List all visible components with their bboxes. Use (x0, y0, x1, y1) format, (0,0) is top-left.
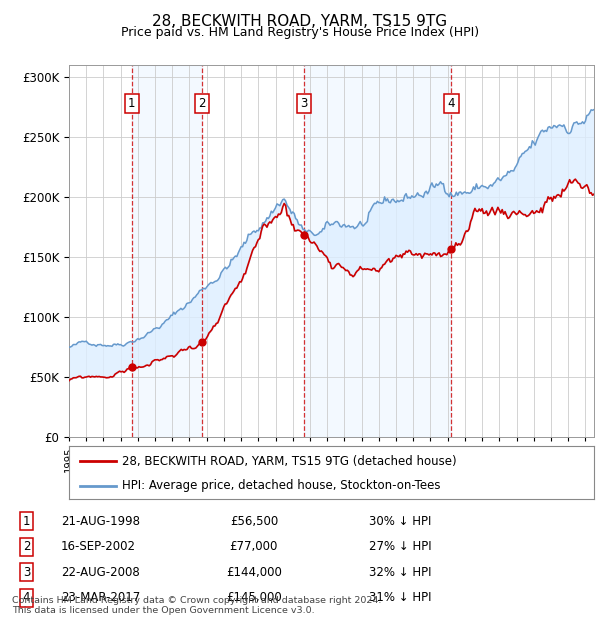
Text: £144,000: £144,000 (226, 566, 282, 579)
Text: 27% ↓ HPI: 27% ↓ HPI (369, 540, 432, 553)
Text: £77,000: £77,000 (230, 540, 278, 553)
Text: Price paid vs. HM Land Registry's House Price Index (HPI): Price paid vs. HM Land Registry's House … (121, 26, 479, 39)
Text: 1: 1 (128, 97, 136, 110)
Bar (131, 65, 202, 437)
Text: 32% ↓ HPI: 32% ↓ HPI (369, 566, 431, 579)
Text: 21-AUG-1998: 21-AUG-1998 (61, 515, 140, 528)
Bar (304, 65, 451, 437)
Text: 4: 4 (23, 591, 30, 604)
Text: £145,000: £145,000 (226, 591, 282, 604)
Text: Contains HM Land Registry data © Crown copyright and database right 2024.
This d: Contains HM Land Registry data © Crown c… (12, 596, 382, 615)
Text: 28, BECKWITH ROAD, YARM, TS15 9TG: 28, BECKWITH ROAD, YARM, TS15 9TG (152, 14, 448, 29)
Text: 30% ↓ HPI: 30% ↓ HPI (369, 515, 431, 528)
Text: £56,500: £56,500 (230, 515, 278, 528)
Text: 3: 3 (23, 566, 30, 579)
Text: 28, BECKWITH ROAD, YARM, TS15 9TG (detached house): 28, BECKWITH ROAD, YARM, TS15 9TG (detac… (121, 454, 456, 467)
Text: 4: 4 (448, 97, 455, 110)
Text: 2: 2 (198, 97, 205, 110)
Text: 3: 3 (300, 97, 307, 110)
Text: 1: 1 (23, 515, 30, 528)
Text: 16-SEP-2002: 16-SEP-2002 (61, 540, 136, 553)
Text: HPI: Average price, detached house, Stockton-on-Tees: HPI: Average price, detached house, Stoc… (121, 479, 440, 492)
Text: 23-MAR-2017: 23-MAR-2017 (61, 591, 140, 604)
Text: 22-AUG-2008: 22-AUG-2008 (61, 566, 140, 579)
Text: 31% ↓ HPI: 31% ↓ HPI (369, 591, 431, 604)
Text: 2: 2 (23, 540, 30, 553)
